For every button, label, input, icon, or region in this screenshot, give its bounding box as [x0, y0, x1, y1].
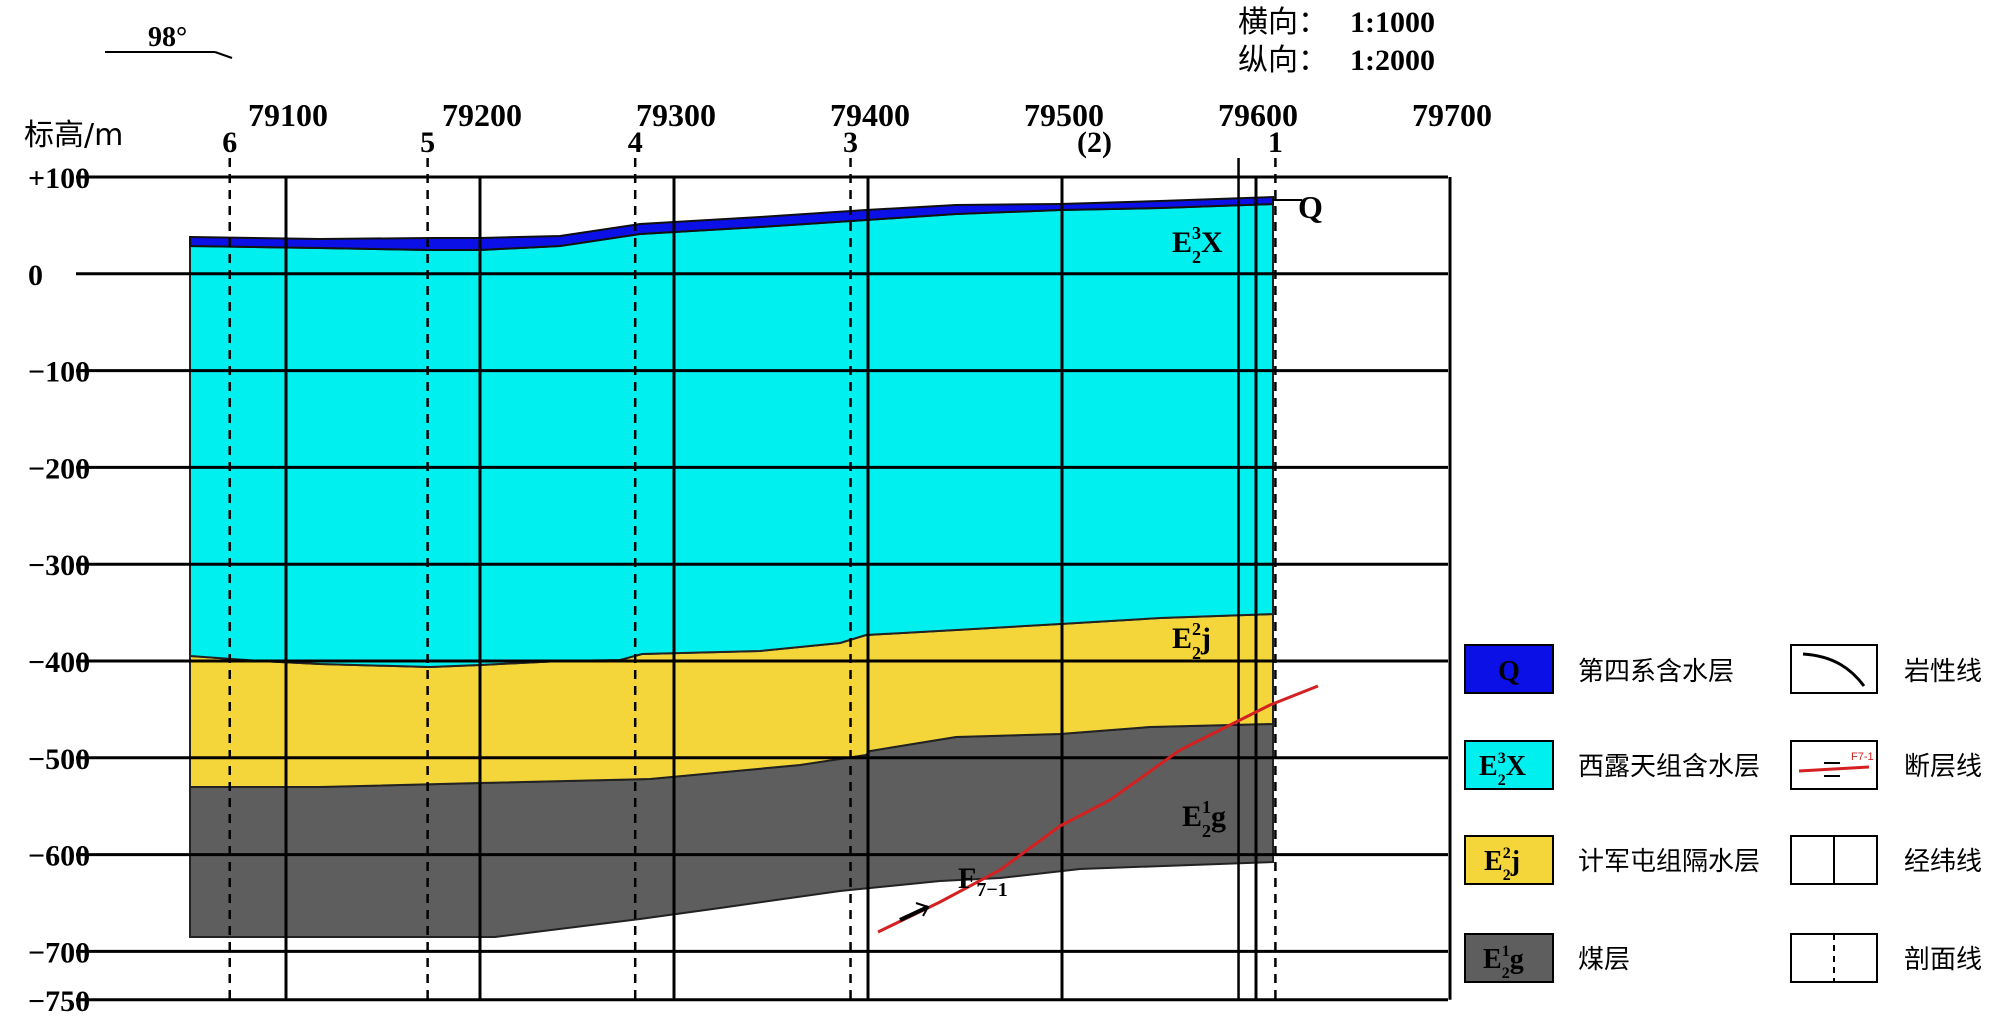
- layer-label-q: Q: [1273, 189, 1323, 225]
- legend-item-q: Q 第四系含水层: [1464, 644, 1734, 694]
- legend-item-grid-line: 经纬线: [1790, 835, 1982, 885]
- elevation-gridlines: [76, 175, 1448, 1002]
- legend-text-section: 剖面线: [1904, 945, 1982, 975]
- coordinate-label: 79300: [636, 97, 716, 133]
- elevation-tick-label: −300: [28, 549, 90, 582]
- elevation-tick-label: −700: [28, 936, 90, 969]
- coordinate-label: 79200: [442, 97, 522, 133]
- legend-item-e12g: E1 2g 煤层: [1464, 933, 1630, 983]
- scale-vertical-value: 1:2000: [1350, 44, 1435, 77]
- coordinate-label: 79600: [1218, 97, 1298, 133]
- coordinate-labels: 79100 79200 79300 79400 79500 79600 79700: [248, 97, 1492, 133]
- legend-item-e32x: E3 2X 西露天组含水层: [1464, 740, 1760, 790]
- elevation-tick-label: −500: [28, 743, 90, 776]
- layer-label-e32x: E3 2X: [1172, 223, 1223, 267]
- legend-text-e12g: 煤层: [1578, 945, 1630, 975]
- coordinate-label: 79700: [1412, 97, 1492, 133]
- layer-label-e22j: E2 2j: [1172, 619, 1211, 663]
- section-line-label: 5: [420, 126, 435, 159]
- legend-text-e32x: 西露天组含水层: [1578, 752, 1760, 782]
- coordinate-label: 79500: [1024, 97, 1104, 133]
- coordinate-label: 79100: [248, 97, 328, 133]
- section-line-label: 1: [1268, 126, 1283, 159]
- lithology-line-icon: [1802, 652, 1866, 687]
- legend-swatch-e12g: [1464, 933, 1554, 983]
- legend-text-lithology: 岩性线: [1904, 657, 1982, 687]
- legend-item-section-line: 剖面线: [1790, 933, 1982, 983]
- elevation-tick-label: 0: [28, 259, 43, 292]
- legend-item-fault-line: F7-1 断层线: [1790, 740, 1982, 790]
- elevation-tick-label: −600: [28, 840, 90, 873]
- section-line-label: 4: [628, 126, 643, 159]
- svg-text:Q: Q: [1298, 189, 1323, 225]
- elevation-tick-label: −200: [28, 452, 90, 485]
- legend-item-e22j: E2 2j 计军屯组隔水层: [1464, 835, 1760, 885]
- elevation-tick-labels: +100 0 −100 −200 −300 −400 −500 −600 −700 −750: [28, 162, 90, 1018]
- elevation-axis-title: 标高/m: [24, 118, 123, 153]
- legend-text-q: 第四系含水层: [1578, 657, 1734, 687]
- legend-text-grid: 经纬线: [1904, 847, 1982, 877]
- elevation-tick-label: −750: [28, 985, 90, 1018]
- legend-swatch-q: [1464, 644, 1554, 694]
- scale-horizontal-label: 横向：: [1238, 5, 1328, 40]
- svg-text:F7-1: F7-1: [1851, 751, 1874, 763]
- section-line-label: 6: [222, 126, 237, 159]
- legend: Q 第四系含水层 E3 2X 西露天组含水层 E2 2j 计军屯组隔水层 E1 2g …: [1464, 644, 1982, 983]
- legend-swatch-e22j: [1464, 835, 1554, 885]
- section-lines: 6 5 4 3 1: [222, 126, 1283, 1000]
- fault-label: F7−1: [958, 862, 1008, 901]
- elevation-tick-label: +100: [28, 162, 90, 195]
- legend-item-lithology-line: 岩性线: [1790, 644, 1982, 694]
- direction-label: 98°: [148, 22, 187, 53]
- layer-label-e12g: E1 2g: [1182, 797, 1226, 841]
- fault-f7-1: F7−1: [877, 684, 1319, 934]
- svg-text:Q: Q: [1498, 656, 1520, 687]
- scale-block: 横向： 1:1000 纵向： 1:2000: [1238, 5, 1435, 78]
- section-label-2: (2): [1077, 126, 1112, 159]
- scale-horizontal-value: 1:1000: [1350, 6, 1435, 39]
- coordinate-label: 79400: [830, 97, 910, 133]
- legend-text-fault: 断层线: [1904, 752, 1982, 782]
- scale-vertical-label: 纵向：: [1238, 43, 1328, 78]
- legend-text-e22j: 计军屯组隔水层: [1578, 847, 1760, 877]
- elevation-tick-label: −400: [28, 646, 90, 679]
- elevation-tick-label: −100: [28, 356, 90, 389]
- coordinate-gridlines: [284, 177, 1452, 1000]
- legend-swatch-e32x: [1464, 740, 1554, 790]
- section-line-label: 3: [843, 126, 858, 159]
- fault-line-icon: [1798, 765, 1870, 773]
- direction-indicator: 98°: [105, 22, 233, 59]
